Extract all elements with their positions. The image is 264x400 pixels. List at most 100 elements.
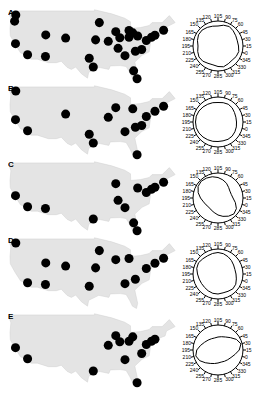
svg-text:330: 330	[238, 368, 247, 374]
svg-text:0: 0	[245, 126, 248, 132]
svg-text:210: 210	[183, 354, 192, 360]
svg-text:240: 240	[190, 291, 199, 297]
svg-text:270: 270	[202, 300, 211, 306]
svg-text:330: 330	[238, 64, 247, 70]
svg-text:180: 180	[183, 188, 192, 194]
svg-text:135: 135	[195, 16, 204, 23]
svg-text:300: 300	[225, 71, 234, 78]
svg-text:210: 210	[183, 50, 192, 56]
svg-text:75: 75	[232, 245, 238, 251]
svg-text:75: 75	[232, 93, 238, 99]
svg-text:165: 165	[185, 29, 194, 35]
svg-text:210: 210	[183, 278, 192, 284]
svg-text:240: 240	[190, 139, 199, 145]
svg-text:60: 60	[238, 249, 244, 255]
svg-text:165: 165	[185, 181, 194, 187]
svg-text:240: 240	[190, 367, 199, 373]
svg-text:195: 195	[182, 119, 191, 125]
svg-text:330: 330	[238, 216, 247, 222]
svg-text:225: 225	[185, 56, 194, 63]
svg-text:90: 90	[225, 318, 231, 324]
svg-text:45: 45	[242, 105, 248, 111]
svg-text:180: 180	[183, 36, 192, 42]
svg-text:225: 225	[185, 132, 194, 139]
svg-text:105: 105	[214, 13, 223, 19]
svg-text:255: 255	[195, 144, 204, 151]
svg-text:105: 105	[214, 241, 223, 247]
svg-text:315: 315	[232, 68, 241, 75]
svg-text:90: 90	[225, 242, 231, 248]
svg-text:45: 45	[242, 29, 248, 35]
svg-text:105: 105	[214, 89, 223, 95]
svg-text:75: 75	[232, 17, 238, 23]
svg-text:330: 330	[238, 140, 247, 146]
svg-text:45: 45	[242, 333, 248, 339]
svg-text:345: 345	[242, 57, 251, 63]
svg-text:150: 150	[190, 21, 199, 27]
svg-text:150: 150	[190, 249, 199, 255]
svg-text:255: 255	[195, 68, 204, 75]
svg-text:15: 15	[246, 271, 252, 277]
svg-text:210: 210	[183, 202, 192, 208]
svg-text:30: 30	[245, 36, 251, 42]
svg-text:15: 15	[246, 43, 252, 49]
svg-text:240: 240	[190, 215, 199, 221]
svg-text:30: 30	[245, 264, 251, 270]
svg-text:195: 195	[182, 195, 191, 201]
svg-text:285: 285	[214, 301, 223, 307]
svg-text:90: 90	[225, 90, 231, 96]
svg-text:165: 165	[185, 257, 194, 263]
svg-text:285: 285	[214, 149, 223, 155]
svg-text:195: 195	[182, 271, 191, 277]
svg-text:0: 0	[245, 50, 248, 56]
svg-text:270: 270	[202, 224, 211, 230]
svg-text:90: 90	[225, 166, 231, 172]
svg-text:15: 15	[246, 119, 252, 125]
svg-text:165: 165	[185, 333, 194, 339]
svg-text:105: 105	[214, 165, 223, 171]
svg-text:60: 60	[238, 21, 244, 27]
svg-text:0: 0	[245, 278, 248, 284]
svg-text:300: 300	[225, 147, 234, 154]
svg-text:285: 285	[214, 225, 223, 231]
svg-text:60: 60	[238, 97, 244, 103]
svg-text:75: 75	[232, 321, 238, 327]
svg-text:150: 150	[190, 97, 199, 103]
svg-text:240: 240	[190, 63, 199, 69]
svg-text:90: 90	[225, 14, 231, 20]
svg-text:345: 345	[242, 361, 251, 367]
svg-text:45: 45	[242, 257, 248, 263]
svg-text:75: 75	[232, 169, 238, 175]
svg-text:345: 345	[242, 285, 251, 291]
svg-text:30: 30	[245, 340, 251, 346]
svg-text:150: 150	[190, 325, 199, 331]
svg-text:270: 270	[202, 72, 211, 78]
svg-text:270: 270	[202, 376, 211, 382]
svg-text:285: 285	[214, 377, 223, 383]
svg-text:15: 15	[246, 347, 252, 353]
svg-text:180: 180	[183, 340, 192, 346]
svg-text:30: 30	[245, 112, 251, 118]
svg-text:30: 30	[245, 188, 251, 194]
svg-text:195: 195	[182, 347, 191, 353]
svg-text:150: 150	[190, 173, 199, 179]
svg-text:45: 45	[242, 181, 248, 187]
svg-text:60: 60	[238, 173, 244, 179]
svg-text:285: 285	[214, 73, 223, 79]
svg-text:165: 165	[185, 105, 194, 111]
svg-text:60: 60	[238, 325, 244, 331]
svg-text:195: 195	[182, 43, 191, 49]
svg-text:315: 315	[232, 144, 241, 151]
svg-text:180: 180	[183, 112, 192, 118]
svg-text:135: 135	[195, 92, 204, 99]
svg-text:270: 270	[202, 148, 211, 154]
svg-text:0: 0	[245, 354, 248, 360]
svg-text:105: 105	[214, 317, 223, 323]
svg-text:330: 330	[238, 292, 247, 298]
svg-text:180: 180	[183, 264, 192, 270]
svg-text:210: 210	[183, 126, 192, 132]
svg-text:0: 0	[245, 202, 248, 208]
svg-text:345: 345	[242, 209, 251, 215]
svg-text:345: 345	[242, 133, 251, 139]
svg-text:15: 15	[246, 195, 252, 201]
